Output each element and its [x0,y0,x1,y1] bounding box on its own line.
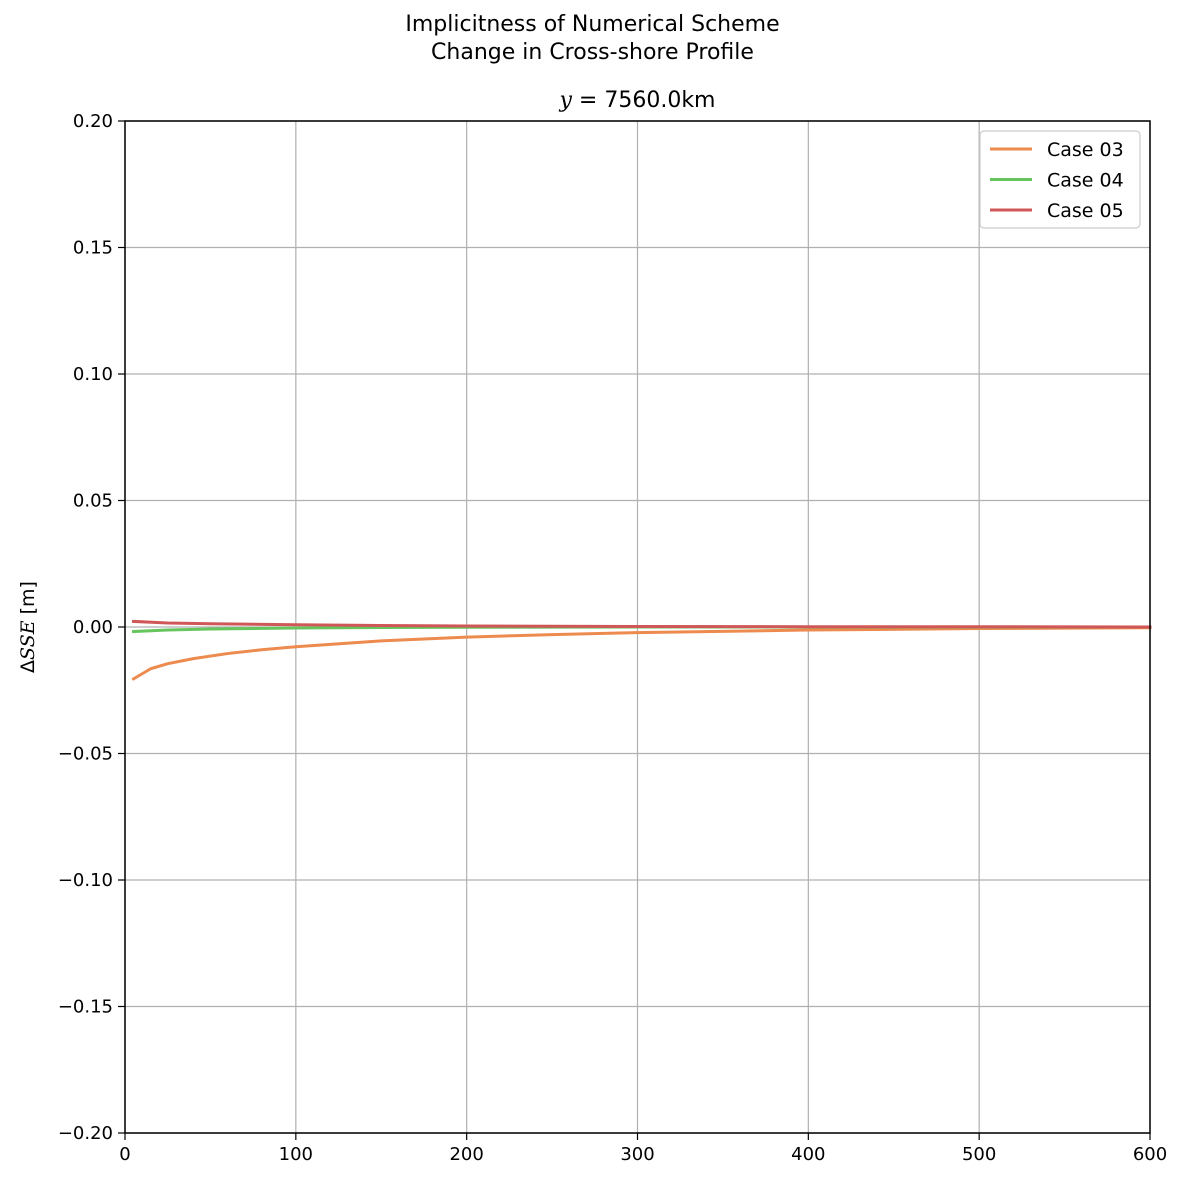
y-axis-label-unit: [m] [17,581,39,620]
y-tick-label: −0.10 [58,870,113,891]
legend-box [979,130,1141,229]
y-tick-label: −0.20 [58,1123,113,1144]
y-tick-label: 0.10 [73,364,113,385]
x-tick-label: 300 [620,1144,654,1165]
x-tick-label: 100 [279,1144,313,1165]
figure-suptitle-line2: Change in Cross-shore Profile [431,40,754,65]
axes-title-value: = 7560.0km [571,88,716,113]
y-tick-label: 0.20 [73,111,113,132]
axes-title-variable: y [559,88,572,113]
legend-label-3: Case 05 [1047,200,1124,222]
axis-ticks: 0 100 200 300 400 500 600 0.20 0.15 0.10 0.05 0.00 −… [58,111,1167,1165]
y-axis-label-delta: Δ [17,660,39,673]
y-tick-label: 0.00 [73,617,113,638]
legend-label-1: Case 03 [1047,139,1124,161]
x-tick-label: 600 [1133,1144,1167,1165]
y-tick-label: 0.05 [73,491,113,512]
x-tick-label: 400 [791,1144,825,1165]
y-tick-label: −0.15 [58,997,113,1018]
series-line-1 [131,626,1152,681]
x-tick-label: 500 [962,1144,996,1165]
series-lines [131,619,1152,681]
y-axis-label: ΔSSE [m] [17,581,39,673]
legend-label-2: Case 04 [1047,170,1124,192]
y-axis-label-variable: SSE [17,620,39,660]
y-axis-label-text: ΔSSE [m] [17,581,39,673]
axes-title: y = 7560.0km [125,88,1150,113]
legend: Case 03 Case 04 Case 05 [979,130,1141,229]
series-line-3 [131,619,1152,629]
y-tick-label: 0.15 [73,238,113,259]
x-tick-label: 0 [119,1144,130,1165]
y-tick-label: −0.05 [58,744,113,765]
x-tick-label: 200 [449,1144,483,1165]
figure-suptitle-line1: Implicitness of Numerical Scheme [405,12,780,37]
